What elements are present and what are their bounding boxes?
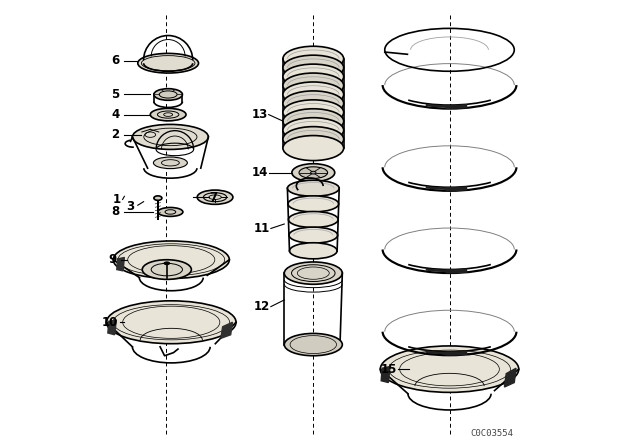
Ellipse shape [154,196,162,200]
Ellipse shape [113,241,229,279]
Ellipse shape [283,127,344,152]
Ellipse shape [283,73,344,98]
Ellipse shape [283,91,344,116]
Ellipse shape [283,82,344,107]
Polygon shape [108,320,116,335]
Ellipse shape [142,260,191,280]
Ellipse shape [106,301,236,344]
Text: 1: 1 [113,193,121,206]
Ellipse shape [138,53,198,73]
Text: 7: 7 [210,191,218,204]
Text: 5: 5 [111,88,120,101]
Ellipse shape [289,227,338,243]
Ellipse shape [283,136,344,160]
Ellipse shape [197,190,233,204]
Ellipse shape [292,164,335,181]
Ellipse shape [289,243,337,259]
Ellipse shape [288,196,339,212]
Ellipse shape [283,109,344,134]
Text: 6: 6 [111,55,120,68]
Text: 9: 9 [108,253,116,266]
Polygon shape [381,366,390,383]
Ellipse shape [132,125,209,150]
Ellipse shape [140,129,160,140]
Text: 12: 12 [254,300,270,313]
Text: 4: 4 [111,108,120,121]
Text: 11: 11 [254,222,270,235]
Ellipse shape [284,333,342,356]
Text: 3: 3 [126,200,134,213]
Text: 2: 2 [111,128,120,141]
Text: 8: 8 [111,206,120,219]
Ellipse shape [310,171,316,174]
Text: 10: 10 [102,316,118,329]
Ellipse shape [283,118,344,143]
Ellipse shape [284,262,342,284]
Polygon shape [504,368,516,387]
Ellipse shape [283,55,344,80]
Ellipse shape [164,262,170,265]
Ellipse shape [154,89,182,100]
Text: C0C03554: C0C03554 [470,429,513,438]
Polygon shape [221,322,232,338]
Ellipse shape [380,346,519,392]
Ellipse shape [289,211,338,228]
Polygon shape [116,258,124,271]
Text: 14: 14 [252,166,268,179]
Ellipse shape [283,64,344,89]
Text: 15: 15 [381,362,397,376]
Ellipse shape [287,180,339,196]
Ellipse shape [150,108,186,121]
Ellipse shape [283,46,344,71]
Ellipse shape [283,100,344,125]
Ellipse shape [299,167,328,178]
Text: 13: 13 [252,108,268,121]
Ellipse shape [154,157,188,168]
Ellipse shape [158,207,183,216]
